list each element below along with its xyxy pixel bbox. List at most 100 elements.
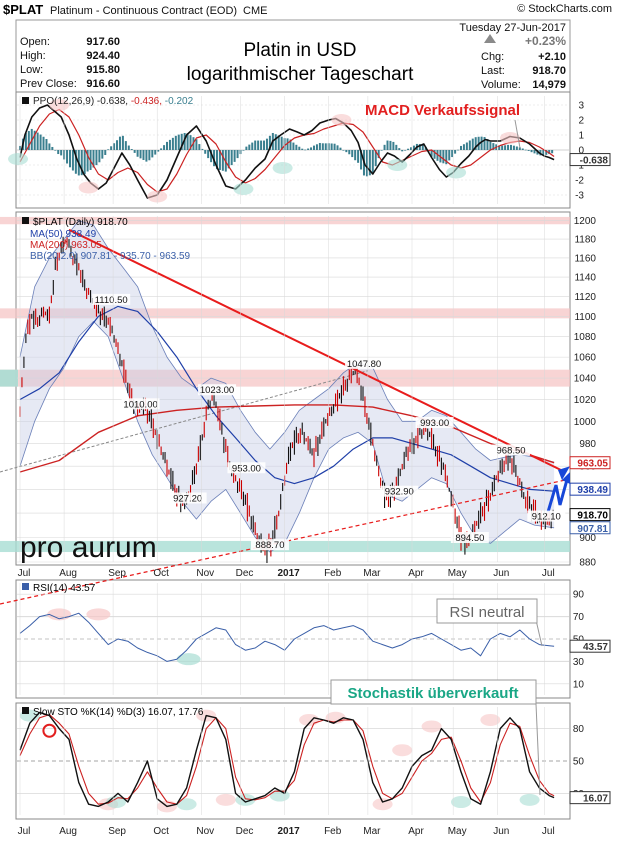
ppo-histogram-bar	[98, 150, 101, 163]
ppo-histogram-bar	[48, 143, 51, 150]
axis-layer: Jul Aug Sep Oct Nov Dec 2017 Feb Mar Apr May Jun Jul…	[18, 96, 555, 837]
ppo-histogram-bar	[410, 147, 413, 150]
ppo-histogram-bar	[201, 148, 204, 150]
price-legend-title: $PLAT (Daily) 918.70	[33, 217, 128, 228]
ppo-histogram-bar	[274, 134, 277, 150]
ppo-histogram-bar	[265, 138, 268, 150]
price-legend-swatch	[22, 217, 29, 224]
price-ytick: 980	[579, 439, 596, 450]
support-zone-left	[0, 369, 18, 387]
stat-low-label: Low:	[20, 64, 43, 76]
sto-annotation-pointer	[535, 703, 541, 796]
x-axis-label-bottom: May	[448, 826, 467, 837]
grey-trendline	[0, 370, 369, 473]
x-axis-label-top: Oct	[153, 568, 169, 579]
sto-highlight-marker	[392, 744, 413, 757]
ppo-histogram-bar	[71, 150, 74, 171]
ppo-histogram-bar	[412, 145, 415, 150]
ppo-histogram-bar	[95, 150, 98, 166]
ppo-histogram-bar	[236, 150, 239, 159]
x-axis-label-top: May	[448, 568, 467, 579]
ppo-histogram-bar	[501, 145, 504, 150]
ppo-histogram-bar	[486, 139, 489, 150]
sto-annotation-box	[330, 679, 537, 705]
ppo-last-value-box	[569, 153, 611, 167]
ppo-histogram-bar	[462, 144, 465, 150]
ppo-histogram-bar	[68, 150, 71, 168]
price-right-label-1: 938.49	[577, 485, 608, 496]
ppo-ytick: 3	[578, 101, 584, 112]
price-label: 888.70	[255, 540, 284, 551]
ppo-legend-swatch	[22, 97, 29, 104]
ma50-legend: MA(50) 938.49	[30, 229, 97, 240]
sto-last-value: 16.07	[583, 794, 608, 805]
ppo-histogram-bar	[189, 135, 192, 150]
ppo-histogram-bar	[295, 144, 298, 150]
ppo-histogram-bar	[198, 144, 201, 150]
ppo-histogram-bar	[465, 142, 468, 150]
ppo-histogram-bar	[245, 146, 248, 150]
ppo-histogram-bar	[436, 150, 439, 161]
ppo-histogram-bar	[445, 150, 448, 165]
sto-ytick: 80	[573, 724, 585, 735]
sto-legend-swatch	[22, 707, 29, 714]
sto-annotation: Stochastik überverkauft	[348, 685, 519, 702]
ppo-histogram-bar	[186, 133, 189, 150]
ppo-histogram-bar	[433, 150, 436, 159]
rsi-layer: 907050301043.57	[17, 590, 611, 690]
ppo-histogram-bar	[54, 150, 57, 151]
x-axis-label-top: Mar	[363, 568, 381, 579]
price-label: 1110.50	[95, 295, 128, 306]
ppo-histogram-bar	[345, 150, 348, 153]
resistance-zone	[0, 308, 570, 319]
ppo-histogram-bar	[124, 141, 127, 150]
ppo-histogram-bar	[92, 150, 95, 168]
price-label: 927.20	[173, 493, 202, 504]
change-percent: +0.23%	[525, 34, 566, 48]
ppo-highlight-marker	[233, 183, 254, 195]
x-axis-label-top: Apr	[408, 568, 424, 579]
ppo-histogram-bar	[442, 150, 445, 164]
ppo-histogram-bar	[404, 150, 407, 151]
ohlc-stats: Open: 917.60 High: 924.40 Low: 915.80 Pr…	[20, 36, 120, 90]
ppo-ytick: 1	[578, 131, 584, 142]
n-pattern-arrow	[546, 475, 570, 513]
ppo-signal-line	[19, 108, 555, 193]
macd-annotation-pointer	[514, 119, 521, 149]
ppo-histogram-bar	[195, 139, 198, 150]
ppo-histogram-bar	[174, 135, 177, 150]
ppo-histogram-bar	[504, 145, 507, 150]
ppo-histogram-bar	[542, 150, 545, 156]
price-ytick: 1000	[574, 417, 597, 428]
ppo-histogram-bar	[383, 144, 386, 150]
exchange-label: CME	[243, 5, 267, 17]
ppo-histogram-bar	[116, 140, 119, 150]
ppo-histogram-bar	[313, 145, 315, 150]
price-label: 968.50	[497, 446, 526, 457]
ppo-histogram-bar	[515, 146, 518, 150]
ppo-histogram-bar	[139, 150, 142, 159]
price-label: 1023.00	[200, 385, 234, 396]
ppo-ytick: 0	[578, 146, 584, 157]
ppo-histogram-bar	[268, 135, 271, 150]
change-stats: +0.23% Chg: +2.10 Last: 918.70 Volume: 1…	[481, 34, 566, 91]
x-axis-label-bottom: Mar	[363, 826, 381, 837]
x-axis-label-top: Dec	[236, 568, 254, 579]
ppo-histogram-bar	[401, 150, 404, 152]
price-label-box	[492, 444, 531, 456]
ppo-histogram-bar	[407, 148, 410, 150]
stat-low-value: 915.80	[86, 64, 120, 76]
price-right-label-1-box	[569, 482, 611, 496]
ppo-histogram-bar	[204, 150, 207, 154]
ppo-histogram-bar	[551, 150, 554, 154]
ppo-histogram-bar	[365, 150, 368, 177]
stat-volume-label: Volume:	[481, 79, 521, 91]
ppo-histogram-bar	[339, 147, 342, 150]
ppo-histogram-bar	[154, 150, 157, 155]
instrument-name: Platinum - Continuous Contract (EOD)	[50, 5, 237, 17]
ppo-histogram-bar	[336, 145, 339, 150]
ppo-histogram-bar	[304, 149, 307, 151]
ppo-histogram-bar	[36, 132, 39, 150]
ppo-histogram-bar	[524, 149, 527, 151]
ppo-highlight-marker	[78, 181, 99, 194]
